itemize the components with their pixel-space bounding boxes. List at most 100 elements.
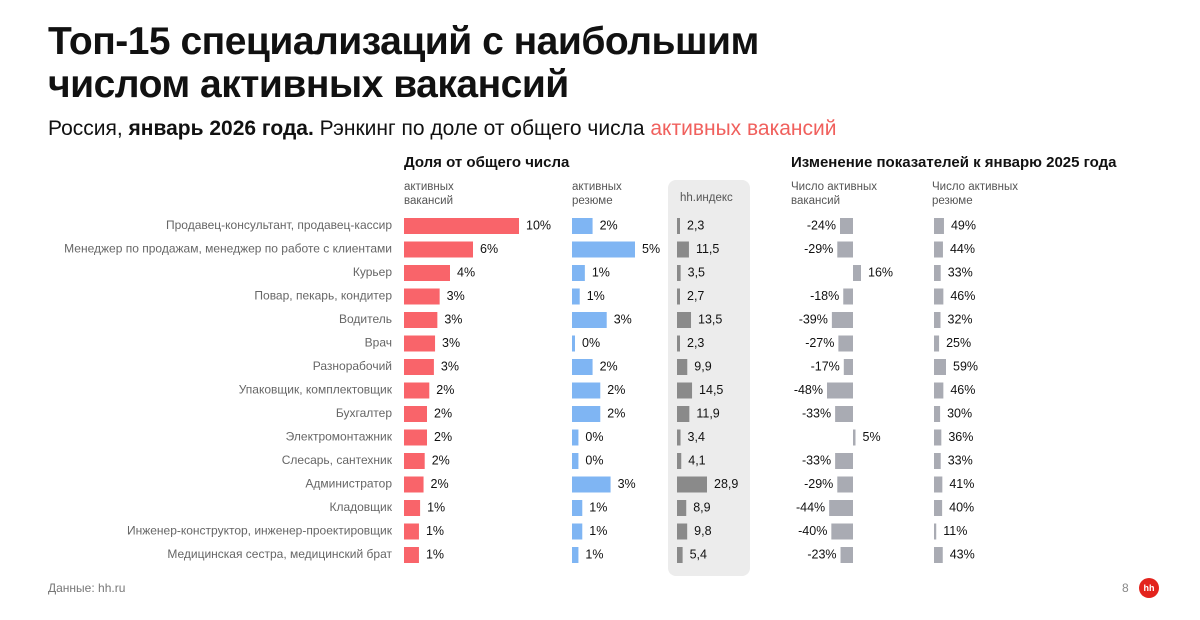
hh-index-label: 11,9 <box>696 406 719 420</box>
resume-change-bar <box>934 500 943 516</box>
resume-share-label: 1% <box>589 524 607 538</box>
hh-index-bar <box>677 312 692 328</box>
hh-index-bar <box>677 218 680 234</box>
category-label: Курьер <box>353 265 392 279</box>
vacancy-share-bar <box>404 523 419 540</box>
hh-index-bar <box>677 335 680 352</box>
resume-share-bar <box>572 476 611 493</box>
vacancy-change-label: -40% <box>798 524 827 538</box>
vacancy-change-label: -18% <box>810 289 839 303</box>
resume-change-bar <box>934 429 942 446</box>
vacancy-share-label: 2% <box>432 453 450 467</box>
hh-index-label: 3,4 <box>688 430 705 444</box>
resume-share-label: 3% <box>618 477 636 491</box>
resume-share-bar <box>572 523 583 540</box>
hh-index-label: 11,5 <box>696 242 719 256</box>
resume-share-label: 1% <box>585 547 603 561</box>
hh-index-label: 4,1 <box>688 453 705 467</box>
resume-share-label: 1% <box>592 265 610 279</box>
category-label: Врач <box>365 336 392 350</box>
vacancy-change-bar <box>835 453 853 469</box>
resume-share-bar <box>572 406 601 422</box>
vacancy-share-bar <box>404 406 427 422</box>
subtitle-region: Россия, <box>48 117 129 140</box>
resume-share-label: 5% <box>642 242 660 256</box>
vacancy-change-bar <box>829 500 853 516</box>
resume-change-bar <box>934 218 944 234</box>
vacancy-change-label: -24% <box>807 218 836 232</box>
subtitle-accent: активных вакансий <box>650 117 837 140</box>
resume-share-label: 0% <box>582 336 600 350</box>
vacancy-share-label: 4% <box>457 265 475 279</box>
vacancy-share-bar <box>404 500 421 516</box>
resume-change-bar <box>934 359 946 375</box>
vacancy-share-bar <box>404 335 436 352</box>
resume-change-label: 40% <box>949 500 974 514</box>
resume-share-bar <box>572 359 593 375</box>
vacancy-share-bar <box>404 547 419 563</box>
hh-index-label: 28,9 <box>714 477 738 491</box>
category-label: Электромонтажник <box>286 430 393 444</box>
hh-index-bar <box>677 359 688 375</box>
vacancy-share-label: 3% <box>447 289 465 303</box>
hh-index-label: 2,3 <box>687 218 704 232</box>
vacancy-change-label: -29% <box>804 477 833 491</box>
hh-index-bar <box>677 265 681 281</box>
resume-share-bar <box>572 288 580 305</box>
hh-index-bar <box>677 476 707 493</box>
resume-share-bar <box>572 500 583 516</box>
resume-change-label: 33% <box>948 453 973 467</box>
resume-change-bar <box>934 288 944 305</box>
slide-subtitle: Россия, январь 2026 года. Рэнкинг по дол… <box>48 116 837 142</box>
vacancy-change-bar <box>827 382 853 399</box>
resume-change-bar <box>934 265 941 281</box>
vacancy-share-label: 2% <box>431 477 449 491</box>
resume-share-bar <box>572 312 607 328</box>
resume-change-label: 33% <box>948 265 973 279</box>
resume-share-label: 1% <box>589 500 607 514</box>
resume-share-bar <box>572 547 579 563</box>
resume-share-label: 2% <box>600 359 618 373</box>
resume-change-label: 32% <box>948 312 973 326</box>
hh-index-label: 2,7 <box>687 289 704 303</box>
vacancy-change-label: -23% <box>807 547 836 561</box>
resume-change-bar <box>934 523 937 540</box>
vacancy-change-bar <box>838 335 853 352</box>
resume-share-bar <box>572 218 593 234</box>
vacancy-share-bar <box>404 429 427 446</box>
resume-change-label: 36% <box>948 430 973 444</box>
resume-change-label: 11% <box>943 524 967 538</box>
vacancy-change-bar <box>843 288 853 305</box>
vacancy-share-bar <box>404 359 434 375</box>
vacancy-change-label: -48% <box>794 383 823 397</box>
resume-change-bar <box>934 406 941 422</box>
change-header: Изменение показателей к январю 2025 года <box>791 154 1117 171</box>
vacancy-change-bar <box>835 406 853 422</box>
vacancy-share-bar <box>404 312 438 328</box>
vacancy-change-bar <box>831 523 853 540</box>
vacancy-share-label: 6% <box>480 242 498 256</box>
vacancy-share-bar <box>404 476 424 493</box>
resume-change-bar <box>934 382 944 399</box>
hh-index-bar <box>677 382 693 399</box>
page-number: 8 <box>1122 581 1129 595</box>
category-label: Медицинская сестра, медицинский брат <box>167 547 392 561</box>
vacancy-change-label: 5% <box>863 430 881 444</box>
category-label: Водитель <box>339 312 392 326</box>
resume-share-label: 2% <box>607 383 625 397</box>
resume-share-bar <box>572 453 579 469</box>
resume-share-label: 2% <box>607 406 625 420</box>
resume-share-label: 0% <box>585 453 603 467</box>
subtitle-period: январь 2026 года. <box>128 117 314 140</box>
vacancy-change-label: -33% <box>802 406 831 420</box>
hh-index-label: 5,4 <box>690 547 707 561</box>
hh-index-label: 9,9 <box>694 359 711 373</box>
resume-change-label: 46% <box>950 289 975 303</box>
vacancy-share-label: 3% <box>442 336 460 350</box>
hh-index-label: 8,9 <box>693 500 710 514</box>
title-line-1: Топ-15 специализаций с наибольшим <box>48 20 759 63</box>
hh-index-label: 3,5 <box>688 265 705 279</box>
vacancy-share-label: 10% <box>526 218 551 232</box>
resume-change-label: 49% <box>951 218 976 232</box>
